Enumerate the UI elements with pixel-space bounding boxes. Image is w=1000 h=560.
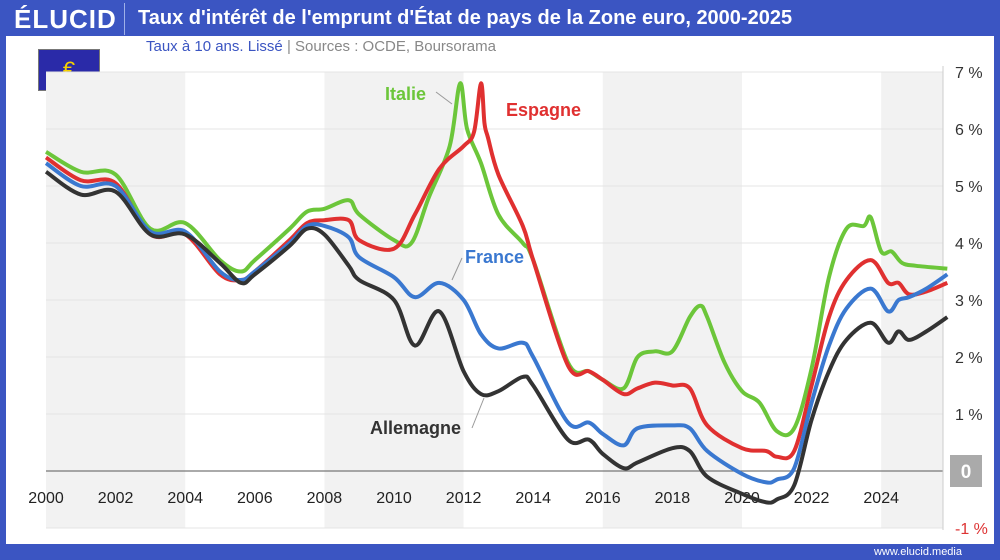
x-tick-label: 2006 xyxy=(237,490,273,507)
x-tick-label: 2018 xyxy=(655,490,691,507)
y-tick-label: 4 % xyxy=(955,236,983,253)
subtitle-main: Taux à 10 ans. Lissé xyxy=(146,38,283,55)
x-tick-label: 2016 xyxy=(585,490,621,507)
series-label-allemagne: Allemagne xyxy=(370,418,461,438)
y-tick-label: 6 % xyxy=(955,122,983,139)
chart-subtitle: Taux à 10 ans. Lissé | Sources : OCDE, B… xyxy=(146,38,496,55)
header-divider xyxy=(124,3,125,35)
y-tick-label: 3 % xyxy=(955,293,983,310)
x-tick-label: 2002 xyxy=(98,490,134,507)
series-line-allemagne xyxy=(44,170,949,505)
x-tick-label: 2024 xyxy=(863,490,899,507)
label-leader-line xyxy=(471,397,485,429)
x-tick-label: 2000 xyxy=(28,490,64,507)
y-tick-label: 0 xyxy=(961,462,972,483)
subtitle-sources: Sources : OCDE, Boursorama xyxy=(295,38,496,55)
x-tick-label: 2004 xyxy=(167,490,203,507)
y-tick-label: 7 % xyxy=(955,65,983,82)
zero-badge xyxy=(950,455,982,487)
y-tick-label: -1 % xyxy=(955,521,988,538)
elucid-logo: ÉLUCID xyxy=(14,4,117,34)
subtitle-separator: | xyxy=(286,38,291,55)
x-tick-label: 2020 xyxy=(724,490,760,507)
footer-url[interactable]: www.elucid.media xyxy=(873,546,962,558)
series-label-italie: Italie xyxy=(385,84,426,104)
series-label-france: France xyxy=(465,247,524,267)
chart-title: Taux d'intérêt de l'emprunt d'État de pa… xyxy=(138,7,793,29)
y-tick-label: 1 % xyxy=(955,407,983,424)
series-label-espagne: Espagne xyxy=(506,100,581,120)
label-leader-line xyxy=(435,91,453,105)
x-tick-label: 2012 xyxy=(446,490,482,507)
series-line-italie xyxy=(44,81,948,438)
y-tick-label: 2 % xyxy=(955,350,983,367)
x-tick-label: 2008 xyxy=(307,490,343,507)
x-tick-label: 2014 xyxy=(515,490,551,507)
series-line-france xyxy=(44,161,949,485)
x-tick-label: 2022 xyxy=(794,490,830,507)
label-leader-line xyxy=(451,257,463,281)
x-tick-label: 2010 xyxy=(376,490,412,507)
y-tick-label: 5 % xyxy=(955,179,983,196)
